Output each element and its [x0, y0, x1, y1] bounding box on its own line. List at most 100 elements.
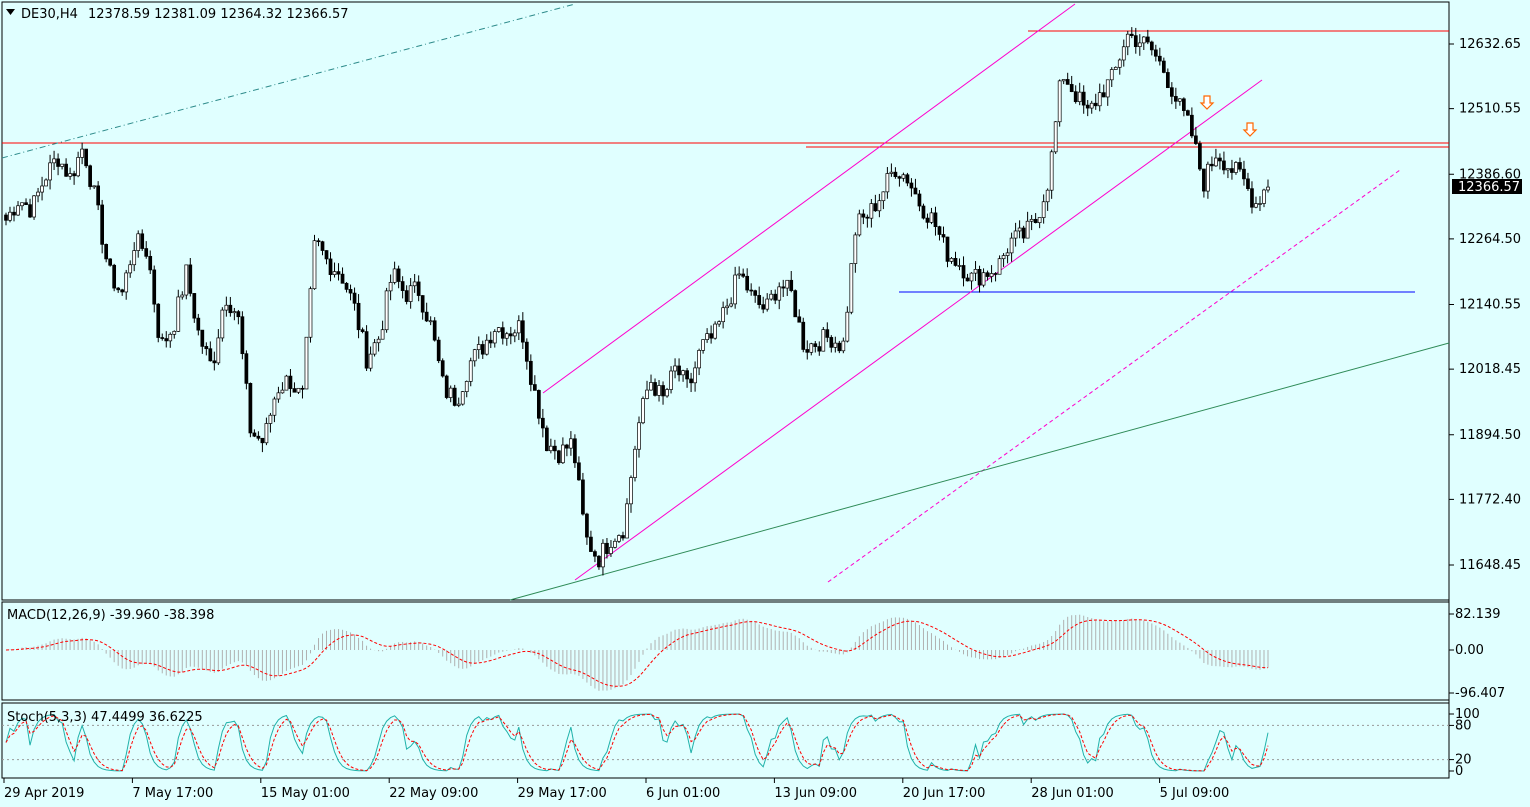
candle-body [569, 438, 573, 449]
candle-body [124, 272, 129, 293]
candle-body [64, 163, 68, 177]
candle-body [532, 384, 537, 391]
candle-body [617, 535, 621, 542]
channel-lower-line[interactable] [574, 79, 1263, 581]
macd-series: 82.139 0.00 -96.407 [5, 607, 1505, 701]
candle-body [116, 287, 121, 291]
candle-body [809, 343, 814, 353]
upper-trend-dashdot[interactable] [1, 3, 576, 159]
long-trend-line[interactable] [509, 342, 1450, 601]
main-pane-frame [1, 1, 1450, 601]
candle-body [416, 281, 421, 296]
candle-body [813, 343, 818, 347]
candle-body [204, 346, 209, 350]
candle-body [1025, 220, 1030, 239]
candle-body [989, 273, 994, 277]
candle-body [1198, 143, 1202, 170]
candle-body [1186, 110, 1190, 116]
candle-body [452, 387, 457, 406]
y-tick-label: 12264.50 [1459, 232, 1521, 247]
candle-body [88, 165, 92, 187]
candle-body [340, 273, 345, 284]
candle-body [693, 367, 697, 384]
candle-body [56, 158, 60, 167]
candle-body [769, 293, 774, 300]
candle-body [460, 391, 465, 405]
candle-body [749, 289, 754, 292]
candle-body [1169, 87, 1174, 97]
candle-body [861, 213, 866, 218]
down-arrow-icon [1242, 122, 1258, 137]
candle-body [492, 331, 497, 344]
candle-body [412, 281, 417, 287]
candle-body [208, 348, 213, 362]
macd-tick-label: 82.139 [1455, 607, 1501, 622]
x-tick-label: 5 Jul 09:00 [1160, 786, 1230, 801]
candle-body [444, 375, 449, 398]
candle-body [1129, 33, 1134, 36]
candle-body [184, 264, 189, 296]
candle-body [40, 185, 44, 193]
candle-body [464, 381, 469, 392]
candle-body [977, 269, 982, 286]
candle-body [669, 370, 673, 390]
candle-body [993, 273, 998, 275]
candle-body [480, 344, 485, 355]
candle-body [901, 174, 906, 179]
candle-body [248, 383, 253, 434]
candle-body [881, 191, 886, 202]
candle-body [1242, 168, 1246, 180]
candle-body [132, 250, 137, 266]
y-tick-label: 12140.55 [1459, 298, 1521, 313]
candle-body [172, 330, 177, 335]
candle-body [1109, 69, 1114, 81]
candle-body [1093, 102, 1098, 107]
candle-body [20, 202, 24, 207]
candle-body [24, 202, 28, 206]
candle-body [677, 365, 681, 376]
candle-body [777, 286, 782, 301]
candle-body [685, 370, 689, 380]
candle-body [805, 349, 810, 353]
candle-body [1009, 237, 1014, 254]
candle-body [524, 341, 529, 362]
candle-body [849, 263, 854, 313]
candle-body [725, 305, 729, 309]
candle-body [945, 236, 950, 262]
candle-body [16, 205, 20, 216]
candle-body [653, 382, 657, 396]
candle-body [8, 211, 12, 221]
candle-body [925, 217, 930, 223]
candle-body [761, 304, 766, 310]
candle-body [1174, 96, 1178, 102]
candle-body [1081, 91, 1086, 106]
candle-body [793, 290, 798, 318]
candle-body [633, 448, 637, 478]
current-price-tag [1452, 179, 1522, 194]
dropdown-icon[interactable] [6, 9, 15, 15]
candle-body [536, 390, 541, 419]
y-tick-label: 12510.55 [1459, 102, 1521, 117]
candle-body [1001, 255, 1006, 260]
candle-body [573, 438, 577, 464]
candle-body [504, 333, 509, 339]
candle-body [1053, 121, 1058, 153]
candle-body [432, 320, 437, 341]
candle-body [713, 323, 717, 339]
candle-body [100, 204, 105, 245]
macd-title: MACD(12,26,9) -39.960 -38.398 [7, 608, 214, 623]
channel-upper-line[interactable] [542, 3, 1076, 394]
y-tick-label: 11648.45 [1459, 558, 1521, 573]
candle-body [865, 216, 870, 219]
candle-body [424, 311, 429, 322]
candle-body [496, 327, 501, 332]
candle-body [304, 336, 309, 390]
candle-body [565, 444, 569, 449]
candle-body [837, 342, 842, 352]
candle-body [1069, 84, 1074, 93]
candle-body [1165, 72, 1170, 89]
candle-body [60, 163, 64, 167]
candle-body [1049, 151, 1054, 191]
channel-dashed-line[interactable] [827, 169, 1401, 583]
